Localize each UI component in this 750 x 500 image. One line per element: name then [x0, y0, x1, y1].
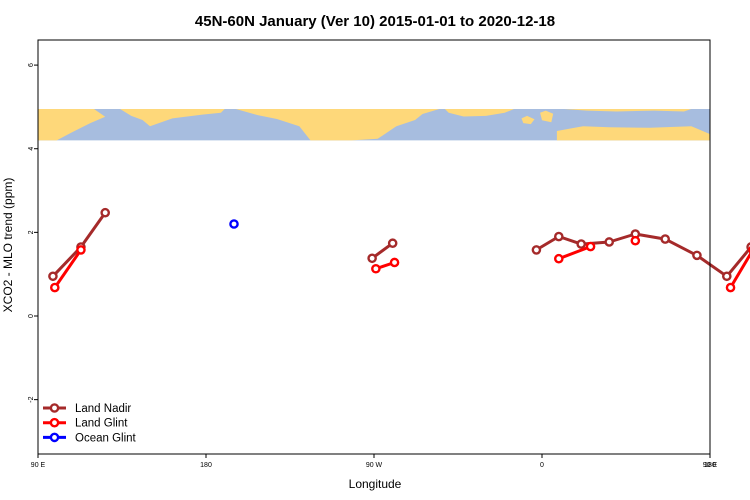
land-glint-line	[558, 245, 592, 261]
map-land	[444, 109, 514, 117]
land-nadir-point	[660, 234, 671, 244]
land-nadir-point	[531, 245, 542, 255]
y-tick-label: 2	[28, 230, 35, 234]
x-tick-label: 180	[200, 462, 212, 469]
y-tick-label: -2	[28, 396, 35, 402]
legend-marker	[49, 432, 60, 443]
world-map-strip	[38, 109, 710, 141]
land-nadir-point	[48, 271, 58, 282]
land-nadir-point	[576, 239, 587, 249]
y-tick-label: 6	[28, 63, 35, 67]
land-glint-point	[389, 257, 400, 268]
legend-marker	[49, 417, 60, 428]
y-tick-label: 0	[28, 314, 35, 318]
legend-item-land-nadir: Land Nadir	[43, 403, 131, 415]
legend-label: Ocean Glint	[75, 432, 137, 444]
series-ocean-glint	[229, 219, 239, 229]
land-glint-line	[729, 251, 750, 289]
land-nadir-point	[722, 271, 732, 282]
map-land	[235, 109, 440, 141]
land-nadir-line	[535, 232, 750, 278]
land-glint-point	[76, 245, 86, 255]
land-glint-point	[50, 282, 60, 293]
land-glint-point	[725, 282, 736, 293]
map-land	[521, 115, 535, 125]
land-glint-point	[585, 241, 596, 252]
series-land-nadir	[48, 207, 750, 282]
map-land	[556, 126, 710, 141]
legend: Land Nadir Land Glint Ocean Glint	[43, 403, 137, 444]
x-tick-label: 0	[540, 462, 544, 469]
land-nadir-point	[387, 238, 398, 249]
land-glint-point	[371, 263, 381, 274]
land-glint-point	[554, 253, 564, 264]
map-land	[564, 109, 692, 112]
chart-title: 45N-60N January (Ver 10) 2015-01-01 to 2…	[195, 13, 555, 30]
ocean-glint-point	[229, 219, 239, 229]
y-tick-label: 4	[28, 147, 35, 151]
series-layer	[48, 207, 750, 293]
x-tick-label: 90 E	[703, 462, 718, 469]
map-land	[540, 110, 554, 123]
map-land	[38, 109, 106, 141]
land-nadir-point	[604, 237, 615, 247]
legend-marker	[49, 403, 60, 413]
land-nadir-point	[692, 250, 702, 261]
legend-item-land-glint: Land Glint	[43, 418, 128, 430]
map-land	[120, 109, 225, 127]
series-land-glint	[50, 235, 750, 293]
x-tick-label: 180	[704, 462, 716, 469]
y-axis-label: XCO2 - MLO trend (ppm)	[1, 178, 15, 313]
x-tick-label: 90 E	[31, 462, 46, 469]
x-tick-label: 90 W	[366, 462, 383, 469]
land-nadir-point	[367, 253, 377, 264]
land-nadir-point	[554, 231, 564, 242]
legend-label: Land Nadir	[75, 403, 131, 415]
land-glint-point	[630, 235, 641, 246]
x-axis-label: Longitude	[349, 477, 402, 491]
land-glint-line	[53, 249, 83, 289]
legend-label: Land Glint	[75, 418, 128, 430]
land-nadir-point	[100, 207, 110, 218]
plot-frame	[37, 39, 711, 455]
legend-item-ocean-glint: Ocean Glint	[43, 432, 137, 444]
